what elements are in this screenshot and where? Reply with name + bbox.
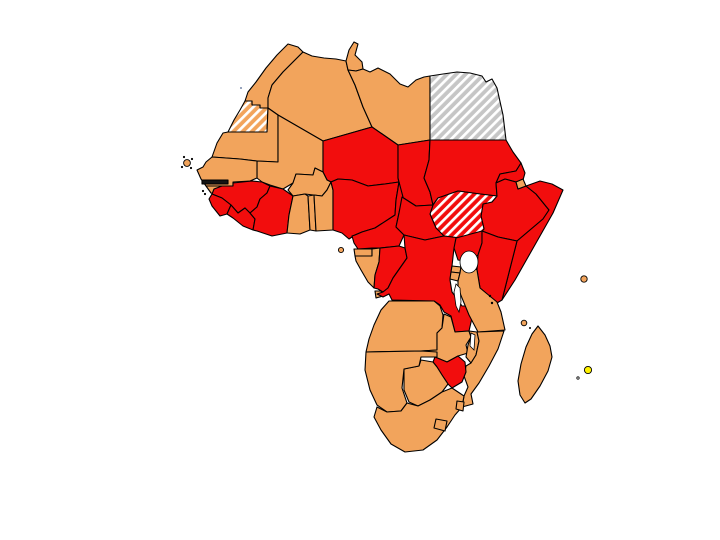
island-bioko xyxy=(337,246,345,254)
lake-malawi xyxy=(469,332,476,351)
island-mauritius xyxy=(583,365,593,375)
country-ghana xyxy=(286,193,311,235)
canary-speck xyxy=(240,87,242,89)
island-reunion xyxy=(576,376,580,380)
lake-victoria xyxy=(459,250,479,274)
island-comoros xyxy=(520,319,528,327)
country-lesotho xyxy=(433,418,448,432)
islet-dots xyxy=(180,155,531,329)
country-djibouti xyxy=(515,178,527,190)
country-equatorial-guinea xyxy=(353,248,373,257)
country-gambia xyxy=(201,179,229,185)
island-seychelles xyxy=(580,275,588,283)
country-botswana xyxy=(403,359,449,407)
country-sierra-leone xyxy=(208,193,232,217)
country-somalia xyxy=(501,180,564,301)
country-eswatini xyxy=(455,400,465,412)
island-cape-verde xyxy=(183,159,191,167)
lake-tanganyika xyxy=(453,283,462,314)
country-madagascar xyxy=(517,325,553,404)
country-namibia xyxy=(364,350,438,413)
